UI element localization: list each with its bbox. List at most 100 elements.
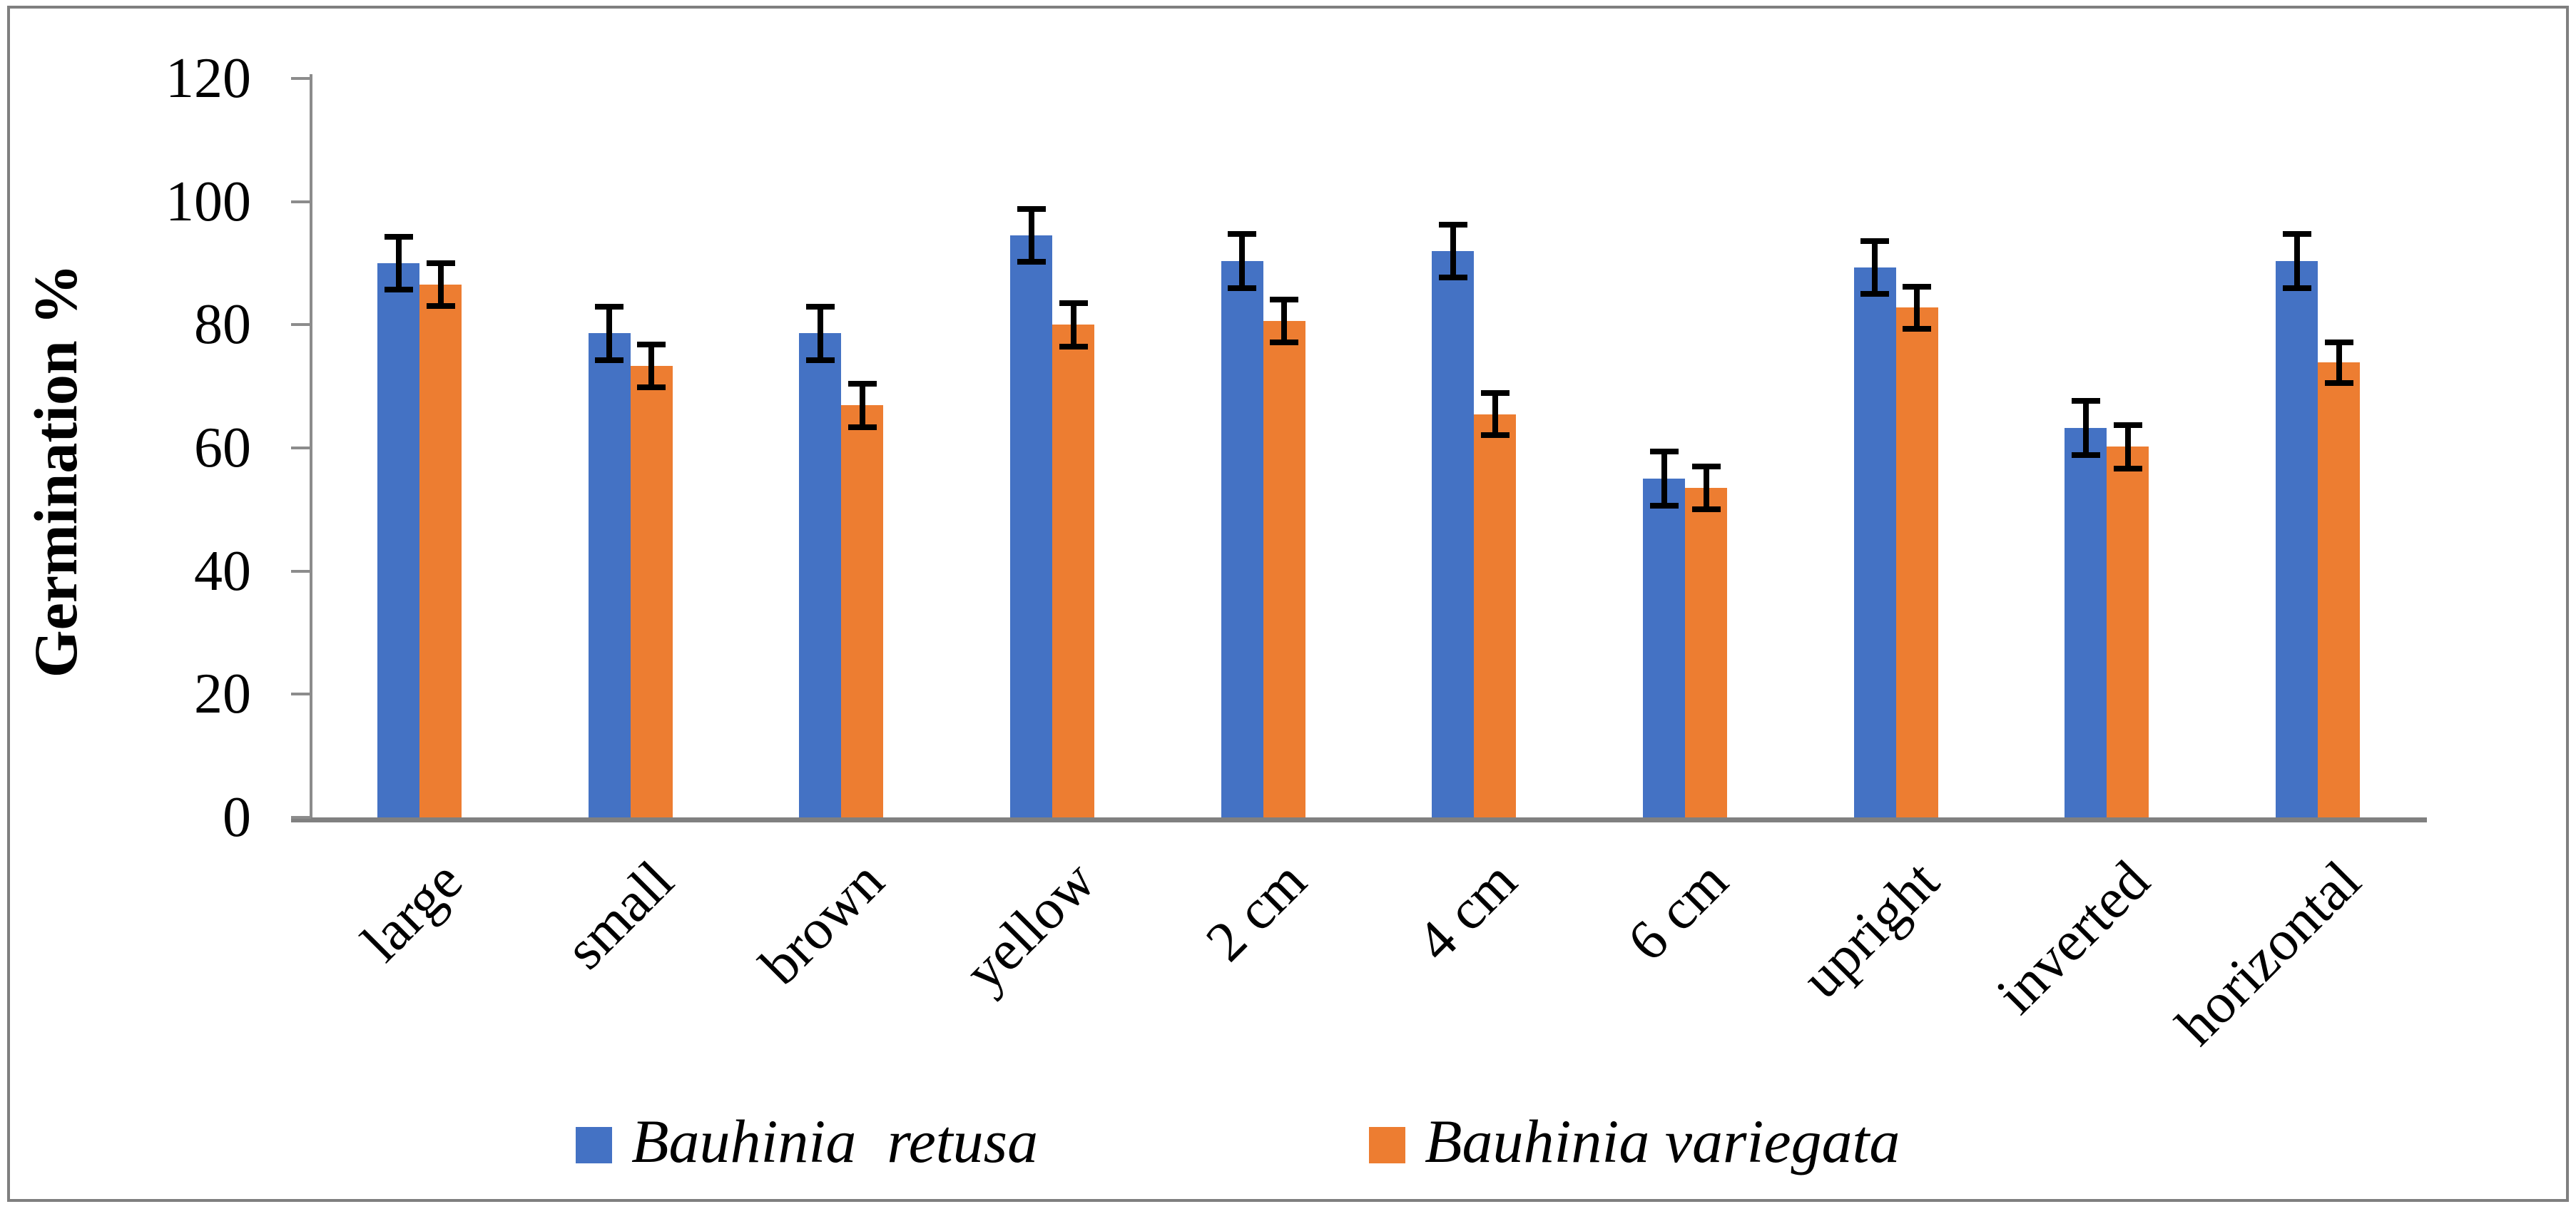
error-bar-cap-bottom: [1903, 325, 1932, 332]
error-bar-cap-top: [1438, 221, 1467, 228]
legend-label-bauhinia-variegata: Bauhinia variegata: [1425, 1107, 1900, 1175]
error-bar-cap-bottom: [426, 303, 455, 310]
error-bar-cap-bottom: [805, 357, 835, 363]
bar-bauhinia-variegata-horizontal: [2318, 362, 2361, 817]
error-bar-cap-top: [1270, 296, 1299, 302]
bar-bauhinia-variegata-brown: [841, 405, 884, 817]
error-bar-cap-top: [805, 304, 835, 310]
error-bar-cap-top: [426, 260, 455, 267]
y-tick-mark: [291, 323, 311, 327]
y-tick-mark: [291, 693, 311, 696]
y-axis-line: [310, 74, 312, 822]
legend-swatch-bauhinia-variegata: [1369, 1127, 1405, 1163]
error-bar-cap-top: [384, 233, 413, 240]
error-bar-cap-top: [1480, 390, 1510, 397]
error-bar-cap-top: [847, 381, 877, 387]
error-bar-cap-top: [2324, 339, 2353, 345]
bar-bauhinia-variegata-4-cm: [1474, 414, 1517, 817]
error-bar-line: [606, 307, 613, 360]
error-bar-cap-bottom: [2324, 379, 2353, 386]
error-bar-line: [1914, 286, 1920, 329]
y-tick-label: 120: [166, 47, 251, 111]
error-bar-cap-top: [1649, 449, 1679, 455]
error-bar-cap-bottom: [2113, 465, 2142, 471]
error-bar-cap-bottom: [2282, 285, 2311, 291]
y-tick-mark: [291, 447, 311, 450]
y-tick-label: 60: [194, 417, 251, 480]
error-bar-cap-bottom: [1649, 503, 1679, 509]
error-bar-line: [1450, 224, 1456, 277]
error-bar-cap-top: [1017, 206, 1046, 213]
error-bar-cap-top: [1059, 300, 1088, 307]
y-tick-label: 80: [194, 293, 251, 357]
error-bar-line: [1492, 393, 1498, 435]
error-bar-cap-top: [1860, 238, 1890, 244]
y-tick-label: 40: [194, 539, 251, 603]
error-bar-cap-top: [2282, 230, 2311, 237]
bar-bauhinia-retusa-brown: [799, 333, 842, 817]
bar-bauhinia-retusa-4-cm: [1432, 250, 1475, 817]
error-bar-cap-bottom: [2071, 452, 2100, 458]
error-bar-line: [2124, 425, 2131, 469]
error-bar-line: [859, 384, 865, 427]
error-bar-cap-bottom: [847, 424, 877, 430]
y-tick-mark: [291, 569, 311, 573]
error-bar-cap-top: [1903, 283, 1932, 290]
bar-bauhinia-variegata-large: [419, 285, 462, 817]
error-bar-line: [2082, 400, 2089, 455]
bar-bauhinia-retusa-2-cm: [1221, 260, 1263, 817]
error-bar-cap-top: [1228, 230, 1257, 237]
error-bar-line: [1239, 233, 1246, 288]
error-bar-line: [1661, 452, 1667, 506]
y-tick-label: 20: [194, 663, 251, 726]
figure-border: [7, 6, 2569, 1202]
error-bar-cap-bottom: [1480, 432, 1510, 438]
error-bar-cap-bottom: [1691, 506, 1721, 513]
bar-bauhinia-variegata-inverted: [2107, 447, 2149, 817]
error-bar-cap-bottom: [1860, 291, 1890, 297]
y-tick-mark: [291, 816, 311, 819]
error-bar-cap-top: [2071, 397, 2100, 404]
error-bar-cap-top: [1691, 463, 1721, 469]
error-bar-cap-bottom: [384, 287, 413, 293]
error-bar-cap-bottom: [1059, 343, 1088, 350]
legend-label-bauhinia-retusa: Bauhinia retusa: [631, 1107, 1039, 1175]
error-bar-line: [2294, 233, 2300, 288]
error-bar-line: [1070, 303, 1076, 347]
y-tick-mark: [291, 200, 311, 203]
error-bar-cap-bottom: [637, 384, 666, 391]
error-bar-cap-bottom: [1017, 259, 1046, 265]
bar-bauhinia-retusa-horizontal: [2276, 260, 2318, 817]
error-bar-cap-bottom: [595, 357, 624, 363]
error-bar-cap-bottom: [1438, 274, 1467, 280]
y-tick-mark: [291, 77, 311, 81]
bar-bauhinia-retusa-6-cm: [1643, 479, 1686, 817]
bar-bauhinia-retusa-inverted: [2065, 427, 2107, 817]
x-axis-line: [291, 817, 2427, 822]
error-bar-line: [817, 307, 823, 360]
error-bar-cap-top: [595, 304, 624, 310]
y-tick-label: 100: [166, 170, 251, 233]
bar-bauhinia-retusa-small: [588, 333, 631, 817]
error-bar-line: [1281, 299, 1288, 343]
error-bar-cap-bottom: [1270, 340, 1299, 346]
error-bar-line: [2336, 342, 2342, 383]
bar-bauhinia-retusa-upright: [1853, 267, 1896, 817]
bar-bauhinia-retusa-yellow: [1010, 235, 1052, 817]
y-tick-label: 0: [223, 786, 251, 849]
error-bar-line: [1872, 240, 1878, 295]
error-bar-cap-bottom: [1228, 285, 1257, 291]
error-bar-line: [1703, 466, 1709, 510]
error-bar-line: [648, 344, 655, 388]
error-bar-line: [395, 236, 402, 290]
error-bar-cap-top: [2113, 422, 2142, 429]
legend-swatch-bauhinia-retusa: [576, 1127, 612, 1163]
bar-bauhinia-variegata-6-cm: [1685, 488, 1728, 817]
bar-bauhinia-retusa-large: [377, 263, 419, 817]
error-bar-line: [437, 263, 444, 307]
error-bar-line: [1028, 209, 1034, 262]
bar-bauhinia-variegata-2-cm: [1263, 321, 1305, 817]
error-bar-cap-top: [637, 341, 666, 347]
bar-bauhinia-variegata-small: [630, 366, 673, 817]
